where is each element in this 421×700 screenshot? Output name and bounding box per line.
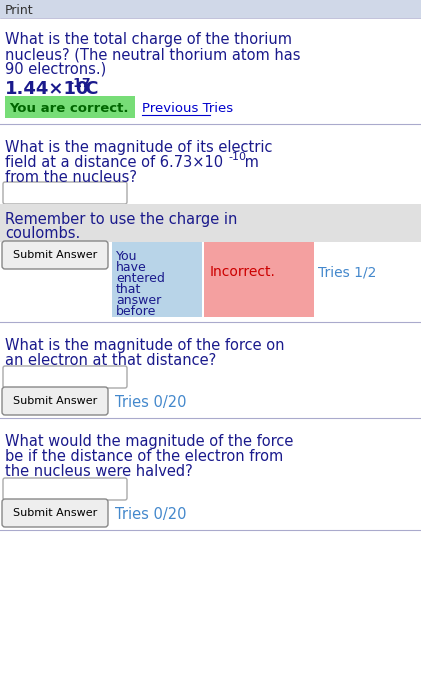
Text: You: You [116, 250, 138, 263]
FancyBboxPatch shape [2, 387, 108, 415]
Text: m: m [240, 155, 259, 170]
Text: Submit Answer: Submit Answer [13, 508, 97, 518]
Text: -10: -10 [228, 152, 246, 162]
Text: the nucleus were halved?: the nucleus were halved? [5, 464, 193, 479]
Text: Submit Answer: Submit Answer [13, 396, 97, 406]
FancyBboxPatch shape [2, 241, 108, 269]
Text: from the nucleus?: from the nucleus? [5, 170, 137, 185]
Text: before: before [116, 305, 156, 318]
Text: be if the distance of the electron from: be if the distance of the electron from [5, 449, 283, 464]
FancyBboxPatch shape [112, 242, 202, 317]
Text: have: have [116, 261, 147, 274]
FancyBboxPatch shape [3, 366, 127, 388]
Text: Previous Tries: Previous Tries [142, 102, 233, 115]
FancyBboxPatch shape [2, 499, 108, 527]
Text: What is the magnitude of its electric: What is the magnitude of its electric [5, 140, 272, 155]
Text: answer: answer [116, 294, 161, 307]
Text: -17: -17 [68, 77, 91, 90]
Text: nucleus? (The neutral thorium atom has: nucleus? (The neutral thorium atom has [5, 47, 301, 62]
Text: Tries 0/20: Tries 0/20 [115, 507, 187, 522]
Text: What is the total charge of the thorium: What is the total charge of the thorium [5, 32, 292, 47]
FancyBboxPatch shape [3, 182, 127, 204]
Text: coulombs.: coulombs. [5, 226, 80, 241]
Text: field at a distance of 6.73×10: field at a distance of 6.73×10 [5, 155, 223, 170]
FancyBboxPatch shape [204, 242, 314, 317]
FancyBboxPatch shape [0, 204, 421, 242]
Text: that: that [116, 283, 141, 296]
FancyBboxPatch shape [5, 96, 135, 118]
Text: Tries 0/20: Tries 0/20 [115, 395, 187, 409]
Text: Remember to use the charge in: Remember to use the charge in [5, 212, 237, 227]
FancyBboxPatch shape [3, 478, 127, 500]
Text: an electron at that distance?: an electron at that distance? [5, 353, 216, 368]
Text: Tries 1/2: Tries 1/2 [318, 265, 376, 279]
Text: Submit Answer: Submit Answer [13, 250, 97, 260]
Text: C: C [79, 80, 99, 98]
Text: 90 electrons.): 90 electrons.) [5, 62, 106, 77]
Text: 1.44×10: 1.44×10 [5, 80, 90, 98]
Text: entered: entered [116, 272, 165, 285]
Text: You are correct.: You are correct. [9, 102, 128, 115]
Text: Incorrect.: Incorrect. [210, 265, 276, 279]
Text: What would the magnitude of the force: What would the magnitude of the force [5, 434, 293, 449]
Text: Print: Print [5, 4, 34, 18]
FancyBboxPatch shape [0, 0, 421, 18]
Text: What is the magnitude of the force on: What is the magnitude of the force on [5, 338, 285, 353]
